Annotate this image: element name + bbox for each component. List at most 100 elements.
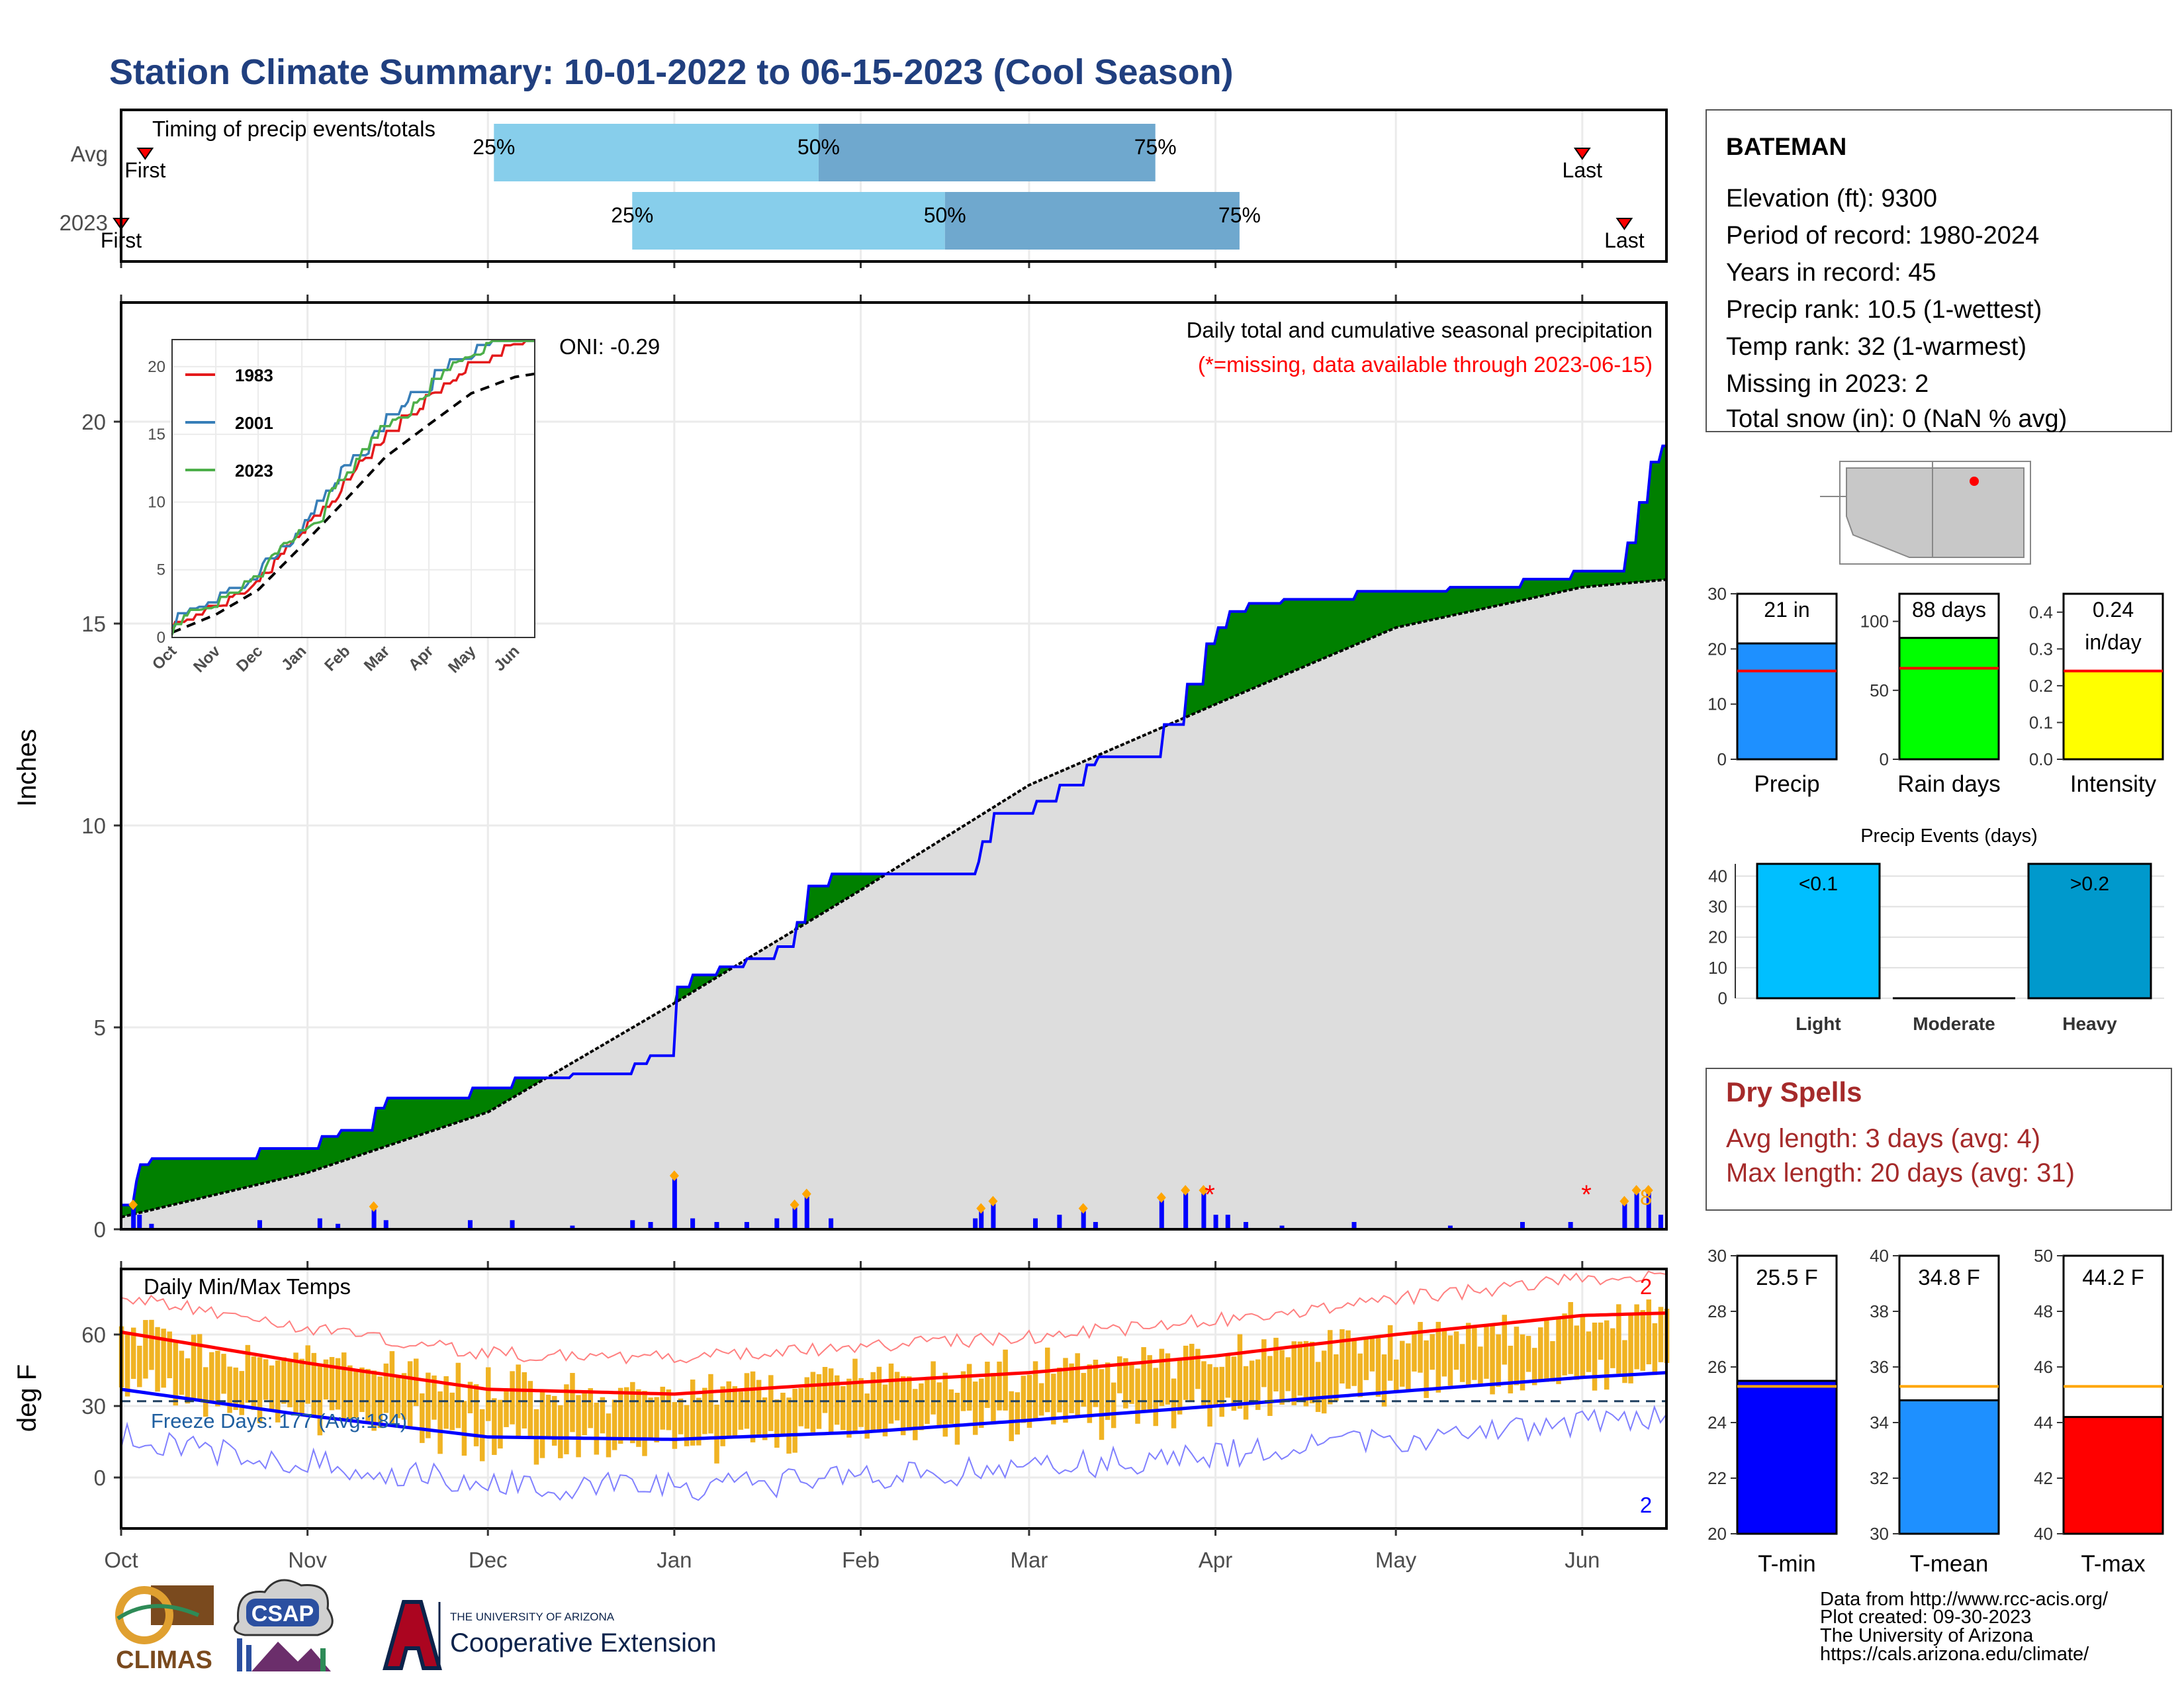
- daily-temp-bar: [642, 1391, 647, 1456]
- timing-q50-q75-bar: [944, 192, 1240, 250]
- heavy-day-marker: [1181, 1185, 1191, 1196]
- ua-logo-small: THE UNIVERSITY OF ARIZONA: [450, 1611, 615, 1623]
- daily-temp-bar: [1099, 1369, 1105, 1440]
- daily-temp-bar: [1057, 1367, 1062, 1413]
- freeze-days-label: Freeze Days: 177 (Avg:184): [151, 1409, 407, 1432]
- temp-summary-label: T-max: [2081, 1551, 2146, 1577]
- cumulative-2023-line: [121, 444, 1666, 1207]
- daily-temp-bar: [1441, 1331, 1447, 1377]
- dry-title: Dry Spells: [1726, 1076, 1862, 1107]
- daily-precip-bar: [979, 1211, 984, 1229]
- temp-summary-label: T-mean: [1910, 1551, 1989, 1577]
- daily-temp-bar: [1658, 1307, 1664, 1362]
- events-tick-label: 30: [1708, 897, 1727, 917]
- daily-precip-bar: [257, 1220, 262, 1229]
- heavy-day-marker: [1643, 1185, 1653, 1196]
- daily-temp-bar: [708, 1374, 713, 1434]
- daily-temp-bar: [1032, 1361, 1038, 1419]
- daily-temp-bar: [985, 1362, 990, 1408]
- daily-temp-bar: [401, 1373, 407, 1420]
- temp-summary-bars: 25.5 F T-min 20 22 24 26 28 30 34.8 F T-mean 30 32 3…: [1707, 1246, 2164, 1577]
- daily-temp-bar: [341, 1352, 347, 1419]
- event-bar: [2027, 863, 2152, 1000]
- daily-temp-bar: [1381, 1354, 1387, 1407]
- daily-temp-bar: [1195, 1348, 1201, 1389]
- daily-temp-bar: [582, 1393, 587, 1436]
- daily-precip-bar: [336, 1223, 341, 1229]
- event-tag: <0.1: [1799, 873, 1838, 895]
- daily-temp-bar: [323, 1359, 329, 1400]
- daily-temp-bar: [780, 1392, 786, 1436]
- daily-temp-bar: [894, 1372, 900, 1421]
- daily-temp-bar: [816, 1374, 822, 1429]
- missing-marker-1: *: [1205, 1180, 1215, 1209]
- y-tick-label: 0: [94, 1217, 106, 1242]
- daily-temp-bar: [1117, 1356, 1122, 1393]
- daily-temp-bar: [792, 1388, 797, 1453]
- summary-bar: [1898, 637, 2000, 761]
- daily-temp-bar: [936, 1382, 942, 1426]
- summary-tick-label: 100: [1860, 612, 1889, 632]
- daily-temp-bar: [756, 1380, 762, 1437]
- summary-bars: 21 in Precip 0 10 20 30 88 days Rain days 0 50 100…: [1707, 584, 2164, 797]
- daily-precip-bar: [973, 1218, 978, 1229]
- daily-precip-bar: [1225, 1215, 1230, 1229]
- summary-tick-label: 0.3: [2029, 639, 2053, 659]
- heavy-day-marker: [1619, 1196, 1629, 1207]
- temp-summary-tick-label: 46: [2034, 1357, 2053, 1377]
- summary-tick-label: 0.0: [2029, 749, 2053, 769]
- temp-summary-tick-label: 34: [1870, 1413, 1889, 1432]
- dry-line-1: Avg length: 3 days (avg: 4): [1726, 1124, 2040, 1153]
- daily-temp-bar: [1586, 1331, 1592, 1372]
- missing-note: (*=missing, data available through 2023-…: [1198, 352, 1653, 377]
- q75-label: 75%: [1218, 203, 1261, 227]
- daily-temp-bar: [215, 1350, 220, 1407]
- precip-events-chart: Precip Events (days) 0 10 20 30 40 <0.1 Light M…: [1708, 825, 2164, 1034]
- summary-tick-label: 10: [1707, 694, 1727, 714]
- inset-y-label: 15: [148, 426, 165, 444]
- daily-temp-bar: [1171, 1378, 1177, 1429]
- daily-temp-bar: [473, 1384, 479, 1446]
- daily-precip-bar: [1244, 1222, 1249, 1229]
- daily-temp-bar: [383, 1363, 389, 1413]
- footer-line-0: Data from http://www.rcc-acis.org/: [1820, 1589, 2109, 1610]
- daily-temp-bar: [227, 1366, 232, 1413]
- y-tick-label: 10: [81, 814, 106, 838]
- record-low-count: 2: [1640, 1493, 1652, 1517]
- inset-avg-line: [171, 372, 535, 634]
- daily-temp-bar: [942, 1372, 948, 1437]
- daily-temp-bar: [275, 1360, 281, 1423]
- daily-temp-bar: [1315, 1362, 1321, 1413]
- climas-logo-sun: [115, 1586, 173, 1644]
- daily-temp-bar: [209, 1352, 214, 1403]
- daily-temp-bar: [1207, 1364, 1212, 1427]
- daily-precip-bar: [630, 1220, 635, 1229]
- event-label: Moderate: [1913, 1013, 1995, 1034]
- daily-temp-bar: [576, 1395, 581, 1458]
- daily-temp-bar: [1183, 1345, 1189, 1400]
- daily-temp-bar: [1093, 1360, 1099, 1407]
- daily-temp-bar: [1303, 1340, 1309, 1407]
- daily-temp-bar: [1351, 1338, 1357, 1386]
- csap-mountain: [251, 1642, 331, 1671]
- daily-temp-bar: [1153, 1368, 1159, 1427]
- daily-temp-bar: [678, 1398, 684, 1434]
- map-borders: [1820, 461, 1933, 497]
- temp-summary-tick-label: 32: [1870, 1468, 1889, 1488]
- summary-tick-label: 30: [1707, 584, 1727, 604]
- daily-temp-bar: [1225, 1354, 1231, 1398]
- station-line-4: Temp rank: 32 (1-warmest): [1726, 333, 2026, 361]
- daily-temp-bar: [864, 1393, 870, 1439]
- temp-summary-tick-label: 38: [1870, 1301, 1889, 1321]
- daily-temp-bar: [931, 1361, 936, 1415]
- temp-summary-tick-label: 30: [1707, 1246, 1727, 1266]
- events-tick-label: 0: [1718, 988, 1727, 1008]
- daily-temp-bar: [1267, 1356, 1273, 1417]
- summary-axis-label: Rain days: [1897, 771, 2001, 797]
- daily-temp-bar: [997, 1361, 1002, 1411]
- q25-label: 25%: [611, 203, 653, 227]
- daily-temp-bar: [1309, 1341, 1315, 1403]
- timing-frame: [120, 109, 1668, 263]
- daily-temp-bar: [1406, 1343, 1411, 1390]
